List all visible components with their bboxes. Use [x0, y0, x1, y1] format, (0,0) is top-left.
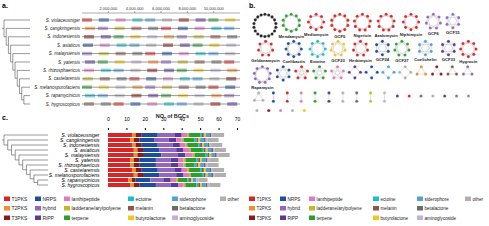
- svg-text:Rapamycin: Rapamycin: [251, 85, 274, 90]
- svg-text:b.: b.: [249, 2, 255, 9]
- svg-text:2,000,000: 2,000,000: [99, 6, 118, 11]
- svg-text:aminoglycoside: aminoglycoside: [425, 216, 457, 221]
- svg-text:butyrolactone: butyrolactone: [136, 215, 166, 221]
- svg-text:other: other: [228, 196, 240, 202]
- svg-text:S. yatensis: S. yatensis: [75, 157, 100, 164]
- svg-text:S. asiaticus: S. asiaticus: [73, 147, 100, 154]
- svg-text:T1PKS: T1PKS: [12, 196, 29, 202]
- svg-text:Mediomycin: Mediomycin: [304, 32, 329, 37]
- svg-text:50: 50: [198, 116, 204, 122]
- svg-text:betalactone: betalactone: [180, 205, 206, 211]
- svg-text:lanthipeptide: lanthipeptide: [72, 196, 101, 202]
- svg-text:4,000,000: 4,000,000: [126, 6, 145, 11]
- svg-text:S. melanosporofaciens: S. melanosporofaciens: [34, 85, 81, 90]
- svg-text:S. violaceusniger: S. violaceusniger: [61, 132, 100, 139]
- svg-text:GCF5: GCF5: [334, 34, 346, 39]
- svg-text:T2PKS: T2PKS: [257, 206, 272, 211]
- svg-text:S. hygroscopicus: S. hygroscopicus: [46, 102, 81, 107]
- svg-text:10: 10: [124, 116, 130, 122]
- svg-text:siderophore: siderophore: [425, 197, 450, 202]
- svg-text:GCF27: GCF27: [395, 58, 409, 63]
- svg-text:20: 20: [143, 116, 149, 122]
- svg-text:10,000,000: 10,000,000: [204, 6, 225, 11]
- svg-text:Geldanamycin: Geldanamycin: [251, 58, 280, 63]
- svg-text:betalactone: betalactone: [425, 206, 449, 211]
- svg-text:60: 60: [216, 116, 222, 122]
- svg-text:Coelibactin: Coelibactin: [282, 59, 305, 64]
- svg-text:8,000,000: 8,000,000: [178, 6, 197, 11]
- svg-text:S. yatensis: S. yatensis: [58, 60, 81, 65]
- svg-text:T3PKS: T3PKS: [12, 215, 29, 221]
- svg-text:Mendamycin: Mendamycin: [279, 34, 305, 39]
- svg-text:0: 0: [107, 116, 110, 122]
- svg-text:GCF23: GCF23: [331, 58, 345, 63]
- svg-text:70: 70: [235, 116, 241, 122]
- svg-text:NO. of BGCs: NO. of BGCs: [156, 113, 189, 119]
- svg-text:lanthipeptide: lanthipeptide: [317, 197, 343, 202]
- svg-text:butyrolactone: butyrolactone: [381, 216, 409, 221]
- svg-text:NRPS: NRPS: [43, 196, 58, 202]
- svg-text:GCF15: GCF15: [446, 30, 460, 35]
- svg-text:S. rhizosphaericus: S. rhizosphaericus: [43, 68, 81, 73]
- svg-text:GCF24: GCF24: [376, 57, 390, 62]
- svg-text:T1PKS: T1PKS: [257, 197, 272, 202]
- svg-text:S. asiaticus: S. asiaticus: [57, 43, 81, 48]
- svg-text:S. malaysiensis: S. malaysiensis: [49, 51, 81, 56]
- svg-text:ectoine: ectoine: [136, 196, 152, 202]
- svg-text:S. castelarensis: S. castelarensis: [48, 76, 81, 81]
- svg-text:S. violaceusniger: S. violaceusniger: [46, 18, 81, 23]
- svg-text:aminoglycoside: aminoglycoside: [180, 215, 215, 221]
- svg-text:6,000,000: 6,000,000: [152, 6, 171, 11]
- svg-text:melanin: melanin: [381, 206, 398, 211]
- svg-text:terpene: terpene: [72, 215, 89, 221]
- svg-text:T2PKS: T2PKS: [12, 205, 29, 211]
- svg-text:RiPP: RiPP: [43, 215, 55, 221]
- svg-text:siderophore: siderophore: [180, 196, 207, 202]
- svg-text:Hygrocin: Hygrocin: [459, 59, 478, 64]
- svg-text:GCF6: GCF6: [428, 31, 440, 36]
- svg-text:S. cangkringensis: S. cangkringensis: [60, 137, 100, 144]
- svg-text:S. hygroscopicus: S. hygroscopicus: [61, 182, 100, 188]
- svg-text:Coelichelin: Coelichelin: [414, 57, 437, 62]
- svg-text:ladderane/arylpolyene: ladderane/arylpolyene: [72, 205, 121, 211]
- svg-text:GCF33: GCF33: [442, 57, 456, 62]
- svg-text:S. malaysiensis: S. malaysiensis: [64, 152, 100, 159]
- svg-text:Ectoine: Ectoine: [310, 59, 326, 64]
- svg-text:terpene: terpene: [317, 216, 333, 221]
- svg-text:c.: c.: [2, 114, 8, 121]
- svg-text:S. indonesiensis: S. indonesiensis: [47, 34, 81, 39]
- svg-text:Nigericin: Nigericin: [353, 33, 371, 38]
- svg-text:S. indonesiensis: S. indonesiensis: [63, 142, 100, 149]
- svg-text:melanin: melanin: [136, 205, 154, 211]
- svg-text:NRPS: NRPS: [288, 197, 301, 202]
- svg-text:S. cangkringensis: S. cangkringensis: [44, 26, 80, 31]
- svg-text:hybrid: hybrid: [288, 206, 301, 211]
- svg-text:S. castelarensis: S. castelarensis: [64, 167, 100, 174]
- svg-text:S. rapamycinicus: S. rapamycinicus: [61, 177, 100, 184]
- svg-text:Niphimycin: Niphimycin: [400, 32, 423, 37]
- svg-text:T3PKS: T3PKS: [257, 216, 272, 221]
- svg-text:S. melanosporofaciens: S. melanosporofaciens: [48, 172, 100, 179]
- svg-text:ectoine: ectoine: [381, 197, 396, 202]
- svg-text:S. rapamycinicus: S. rapamycinicus: [46, 93, 81, 98]
- svg-text:hybrid: hybrid: [43, 205, 57, 211]
- svg-text:ladderane/arylpolyene: ladderane/arylpolyene: [317, 206, 363, 211]
- svg-text:S. rhizosphaericus: S. rhizosphaericus: [58, 162, 100, 169]
- svg-text:a.: a.: [2, 2, 8, 9]
- svg-text:Herbimycin: Herbimycin: [349, 58, 372, 63]
- svg-text:other: other: [473, 197, 484, 202]
- svg-text:RiPP: RiPP: [288, 216, 298, 221]
- svg-text:Azalomycin: Azalomycin: [374, 33, 398, 38]
